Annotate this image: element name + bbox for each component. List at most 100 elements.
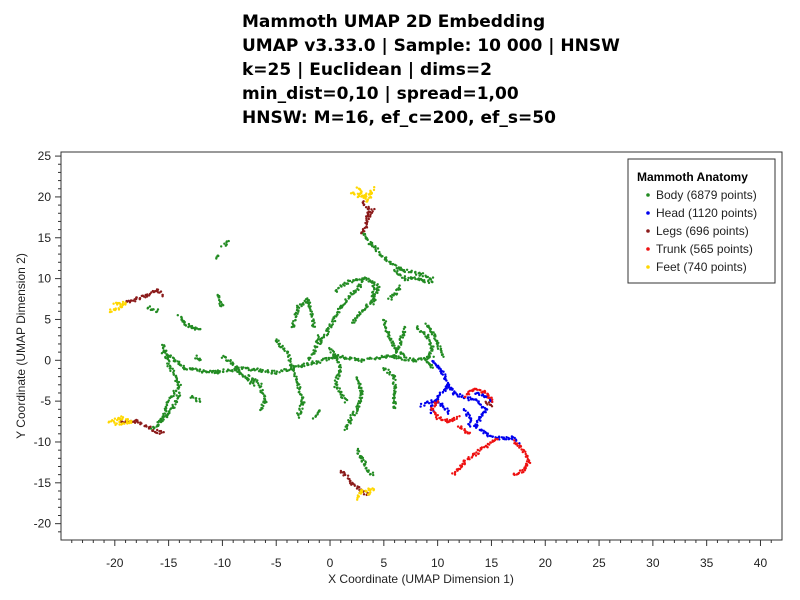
data-point (355, 405, 358, 408)
data-point (334, 376, 338, 379)
data-point (352, 290, 355, 293)
data-point (156, 428, 159, 432)
data-point (362, 358, 366, 362)
data-point (446, 420, 449, 423)
data-point (148, 426, 151, 429)
y-tick-label: 0 (44, 353, 51, 367)
data-point (399, 352, 402, 355)
legend-marker-legs (646, 229, 650, 233)
data-point (327, 327, 330, 330)
x-tick-label: 15 (485, 556, 499, 570)
data-point (166, 412, 169, 415)
data-point (286, 352, 289, 355)
data-point (180, 316, 183, 319)
data-point (231, 363, 234, 367)
data-point (293, 374, 296, 378)
data-point (477, 402, 480, 405)
data-point (518, 442, 521, 445)
data-point (521, 468, 524, 472)
data-point (451, 419, 454, 423)
data-point (486, 435, 489, 438)
data-point (486, 446, 489, 449)
data-point (360, 455, 364, 459)
data-point (491, 400, 494, 404)
data-point (352, 279, 355, 282)
data-point (427, 402, 431, 405)
legend-label-legs: Legs (696 points) (656, 224, 749, 238)
data-point (216, 254, 220, 257)
data-point (522, 449, 525, 452)
data-point (291, 322, 294, 325)
legend-label-trunk: Trunk (565 points) (656, 242, 753, 256)
data-point (168, 367, 171, 370)
data-point (524, 450, 527, 453)
data-point (366, 493, 370, 496)
x-tick-label: -5 (271, 556, 282, 570)
data-point (156, 290, 159, 293)
data-point (363, 226, 366, 230)
data-point (480, 429, 483, 432)
data-point (430, 400, 434, 404)
data-point (155, 431, 159, 435)
data-point (260, 382, 263, 385)
data-point (300, 303, 303, 306)
data-point (356, 495, 360, 498)
data-point (314, 350, 317, 353)
data-point (407, 276, 410, 280)
data-point (442, 406, 445, 409)
data-point (214, 369, 217, 373)
data-point (453, 418, 456, 422)
data-point (134, 300, 137, 303)
data-point (347, 419, 350, 422)
data-point (278, 342, 281, 345)
data-point (393, 269, 396, 273)
data-point (175, 400, 178, 403)
data-point (358, 401, 362, 405)
data-point (512, 473, 515, 476)
data-point (216, 294, 219, 297)
data-point (442, 355, 445, 358)
data-point (335, 383, 338, 387)
data-point (480, 448, 483, 451)
data-point (286, 369, 289, 372)
data-point (247, 378, 250, 381)
data-point (140, 422, 143, 425)
data-point (188, 324, 191, 328)
data-point (417, 272, 420, 275)
data-point (335, 374, 339, 377)
data-point (434, 335, 437, 338)
data-point (338, 371, 341, 374)
legend-title: Mammoth Anatomy (637, 170, 748, 184)
data-point (107, 420, 111, 423)
data-point (343, 357, 346, 361)
data-point (424, 335, 427, 338)
data-point (158, 432, 161, 435)
data-point (165, 403, 168, 406)
x-tick-label: 5 (380, 556, 387, 570)
data-point (397, 347, 400, 351)
data-point (295, 375, 298, 378)
data-point (461, 394, 464, 397)
data-point (281, 344, 284, 348)
data-point (311, 360, 314, 363)
data-point (402, 327, 406, 331)
data-point (338, 387, 341, 390)
data-point (452, 416, 456, 420)
data-point (348, 295, 352, 298)
data-point (362, 493, 366, 496)
data-point (384, 368, 387, 371)
data-point (220, 303, 224, 306)
data-point (483, 391, 487, 394)
data-point (168, 396, 172, 400)
data-point (439, 345, 442, 348)
data-point (403, 279, 407, 282)
data-point (349, 192, 353, 195)
data-point (350, 357, 353, 360)
data-point (455, 393, 458, 396)
data-point (407, 271, 411, 274)
data-point (466, 431, 469, 434)
data-point (445, 418, 449, 421)
data-point (343, 428, 346, 432)
data-point (368, 196, 371, 199)
data-point (510, 437, 513, 440)
